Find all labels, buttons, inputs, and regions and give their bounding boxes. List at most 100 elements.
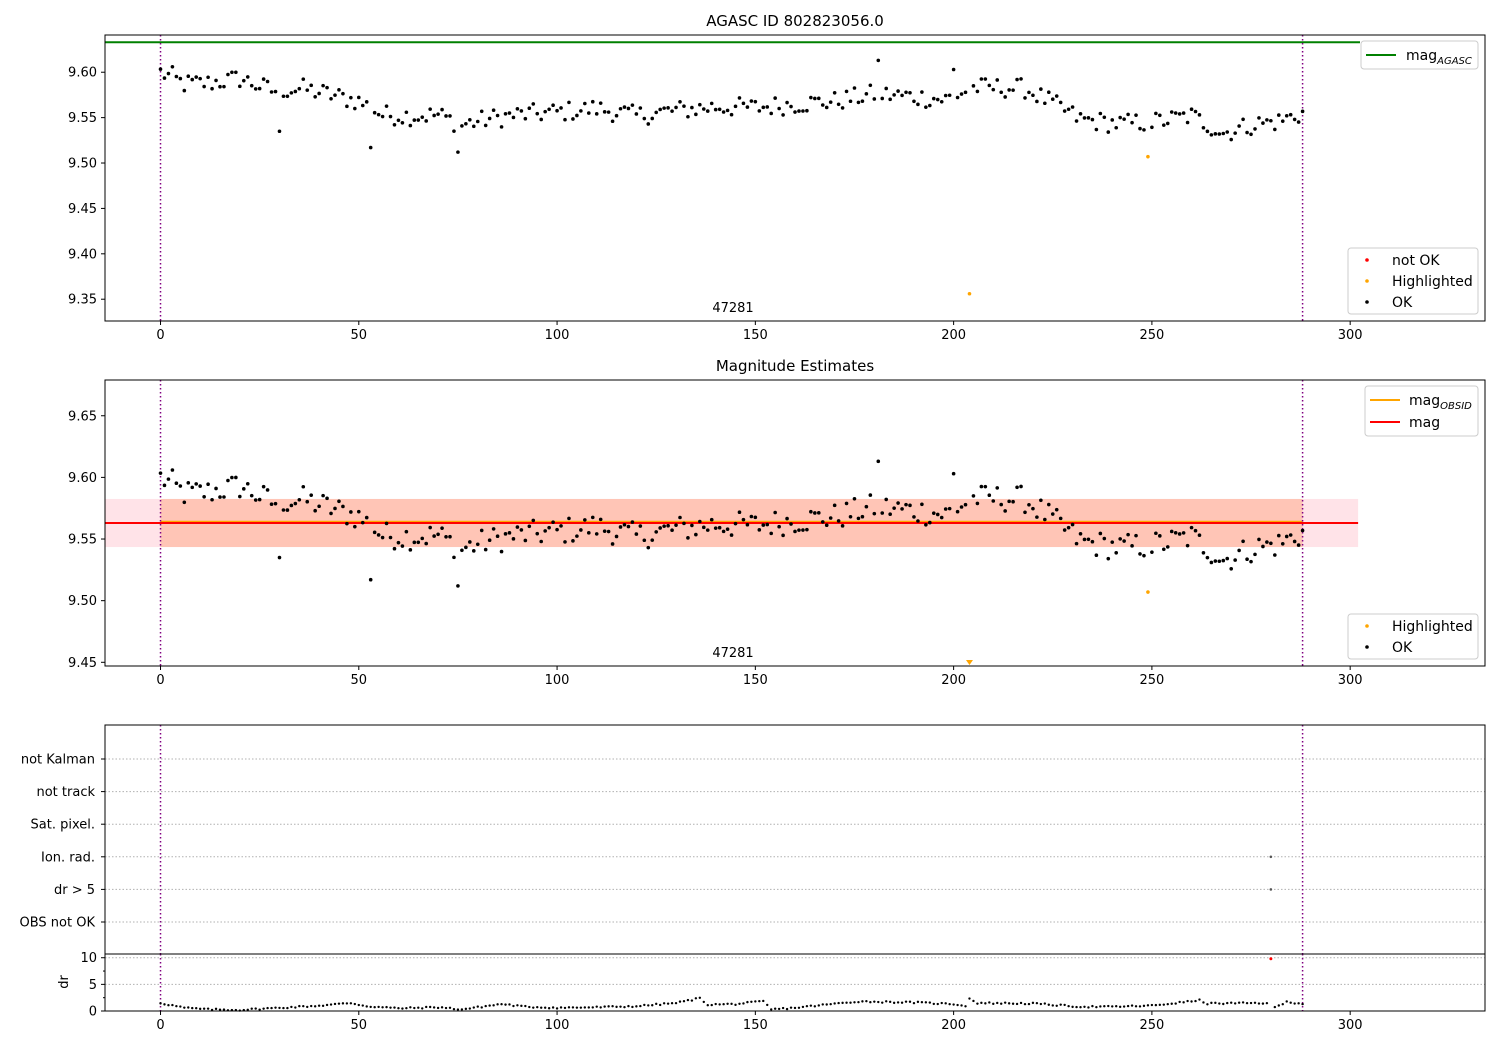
panel2-ok-point-263	[1209, 560, 1214, 565]
panel2-ok-point-72	[444, 534, 448, 539]
panel4-dr-point-104	[571, 1006, 575, 1009]
panel1-ok-point-242	[1122, 117, 1126, 121]
panel1-ok-point-116	[618, 106, 623, 111]
panel4-dr-point-227	[1059, 1003, 1062, 1006]
panel1-ok-point-2	[166, 71, 171, 76]
panel1-ok-point-0	[158, 67, 163, 71]
panel4-dr-point-246	[1134, 1005, 1138, 1008]
panel4-dr-point-16	[222, 1008, 226, 1011]
panel1-ok-point-246	[1138, 126, 1142, 131]
panel4-dr-point-215	[1011, 1002, 1015, 1005]
panel2-ok-point-141	[717, 525, 722, 530]
panel4-dr-point-119	[631, 1005, 634, 1009]
panel1-ok-point-213	[1007, 88, 1011, 92]
panel2-ok-point-159	[789, 522, 793, 526]
panel2-ok-point-133	[686, 536, 690, 540]
panel1-ok-point-8	[190, 77, 195, 82]
panel2-ok-point-246	[1138, 552, 1142, 556]
panel4-dr-point-244	[1126, 1004, 1130, 1008]
panel1-ok-point-122	[642, 116, 647, 121]
panel1-ok-point-228	[1066, 107, 1071, 112]
panel1-ok-point-243	[1126, 112, 1130, 117]
panel4-dr-point-159	[789, 1006, 793, 1009]
legend2-highlighted-label: Highlighted	[1392, 619, 1473, 635]
panel2-ok-point-179	[868, 493, 873, 497]
panel1-ok-point-255	[1177, 112, 1182, 116]
panel4-dr-point-152	[762, 999, 765, 1003]
panel4-dr-point-25	[258, 1008, 261, 1011]
panel2-ok-point-47	[345, 521, 349, 526]
panel4-dr-point-235	[1091, 1004, 1094, 1008]
panel1-ok-point-102	[563, 117, 567, 122]
panel4-dr-point-73	[448, 1006, 452, 1009]
panel2-ok-point-78	[468, 540, 472, 544]
panel4-dr-point-65	[417, 1006, 420, 1009]
panel1-ok-point-124	[650, 116, 655, 121]
panel1-ok-point-280	[1276, 113, 1281, 117]
panel1-ok-point-30	[277, 129, 282, 134]
panel2-ok-point-89	[511, 537, 516, 541]
panel1-ok-point-191	[916, 102, 920, 107]
panel2-ok-point-90	[515, 525, 520, 529]
panel2-ok-point-70	[436, 532, 440, 537]
panel4-dr-point-162	[801, 1005, 805, 1009]
panel1-ok-point-214	[1011, 88, 1015, 92]
panel4-dr-point-94	[532, 1006, 535, 1009]
panel2-ok-point-23	[249, 493, 254, 498]
panel4-dr-point-59	[393, 1006, 396, 1009]
panel2-ok-point-256	[1181, 531, 1186, 535]
panel4-dr-point-78	[468, 1007, 472, 1010]
panel1-ok-point-47	[345, 104, 349, 109]
panel1-ok-point-186	[896, 89, 900, 93]
panel1-ok-point-79	[471, 124, 476, 129]
panel1-ok-point-189	[908, 91, 912, 95]
panel2-ok-point-208	[987, 493, 992, 498]
panel1-ok-point-11	[202, 84, 206, 89]
panel4-dr-point-277	[1257, 1002, 1261, 1005]
panel4-dr-point-240	[1111, 1005, 1114, 1008]
panel4-dr-point-49	[353, 1002, 357, 1006]
panel1-ok-point-143	[725, 108, 730, 113]
panel1-ok-point-153	[765, 105, 770, 109]
panel2-ytick-label-3: 9.60	[68, 471, 97, 486]
panel4-dr-point-219	[1027, 1002, 1031, 1006]
panel1-ok-point-283	[1288, 112, 1293, 117]
panel1-ok-point-72	[444, 114, 448, 118]
panel1-ok-point-204	[971, 84, 976, 88]
panel4-dr-point-76	[460, 1008, 464, 1011]
panel1-ok-point-174	[848, 99, 853, 104]
panel1-ok-point-92	[523, 116, 528, 121]
panel1-xtick-label-0: 0	[156, 328, 164, 343]
panel1-ok-point-245	[1134, 113, 1138, 117]
panel4-dr-point-93	[528, 1005, 531, 1009]
panel2-ok-point-175	[852, 496, 857, 501]
panel1-ok-point-15	[218, 84, 222, 89]
panel4-dr-point-283	[1281, 1002, 1284, 1006]
panel4-dr-point-136	[698, 996, 702, 1000]
panel2-highlighted-point-0	[965, 660, 973, 665]
panel2-ok-point-193	[924, 522, 928, 527]
panel2-ok-point-218	[1027, 502, 1031, 507]
panel2-ok-point-45	[337, 499, 341, 504]
panel1-ok-point-4	[174, 74, 179, 79]
panel1-ok-point-130	[674, 105, 678, 110]
panel2-ok-point-160	[793, 529, 797, 534]
panel1-ok-point-166	[816, 96, 821, 101]
panel2-ok-point-130	[674, 523, 678, 527]
panel4-dr-point-154	[770, 1008, 773, 1011]
panel4-dr-point-175	[853, 1001, 856, 1004]
panel1-ok-point-230	[1074, 119, 1079, 123]
panel4-dr-point-237	[1099, 1005, 1102, 1008]
panel1-ok-point-277	[1265, 118, 1269, 122]
panel1-ok-point-55	[376, 112, 381, 117]
panel4-xtick-label-5: 250	[1139, 1018, 1164, 1033]
panel4-dr-point-160	[793, 1006, 797, 1010]
panel2-ok-point-270	[1237, 548, 1241, 553]
panel4-dr-point-28	[270, 1006, 273, 1010]
panel4-dr-point-270	[1230, 1001, 1233, 1004]
panel2-ok-point-169	[828, 516, 833, 520]
panel1-ok-point-272	[1245, 130, 1249, 135]
panel2-ok-point-194	[928, 520, 932, 525]
panel1-ok-point-248	[1150, 125, 1154, 130]
panel1-ok-point-138	[705, 109, 710, 113]
